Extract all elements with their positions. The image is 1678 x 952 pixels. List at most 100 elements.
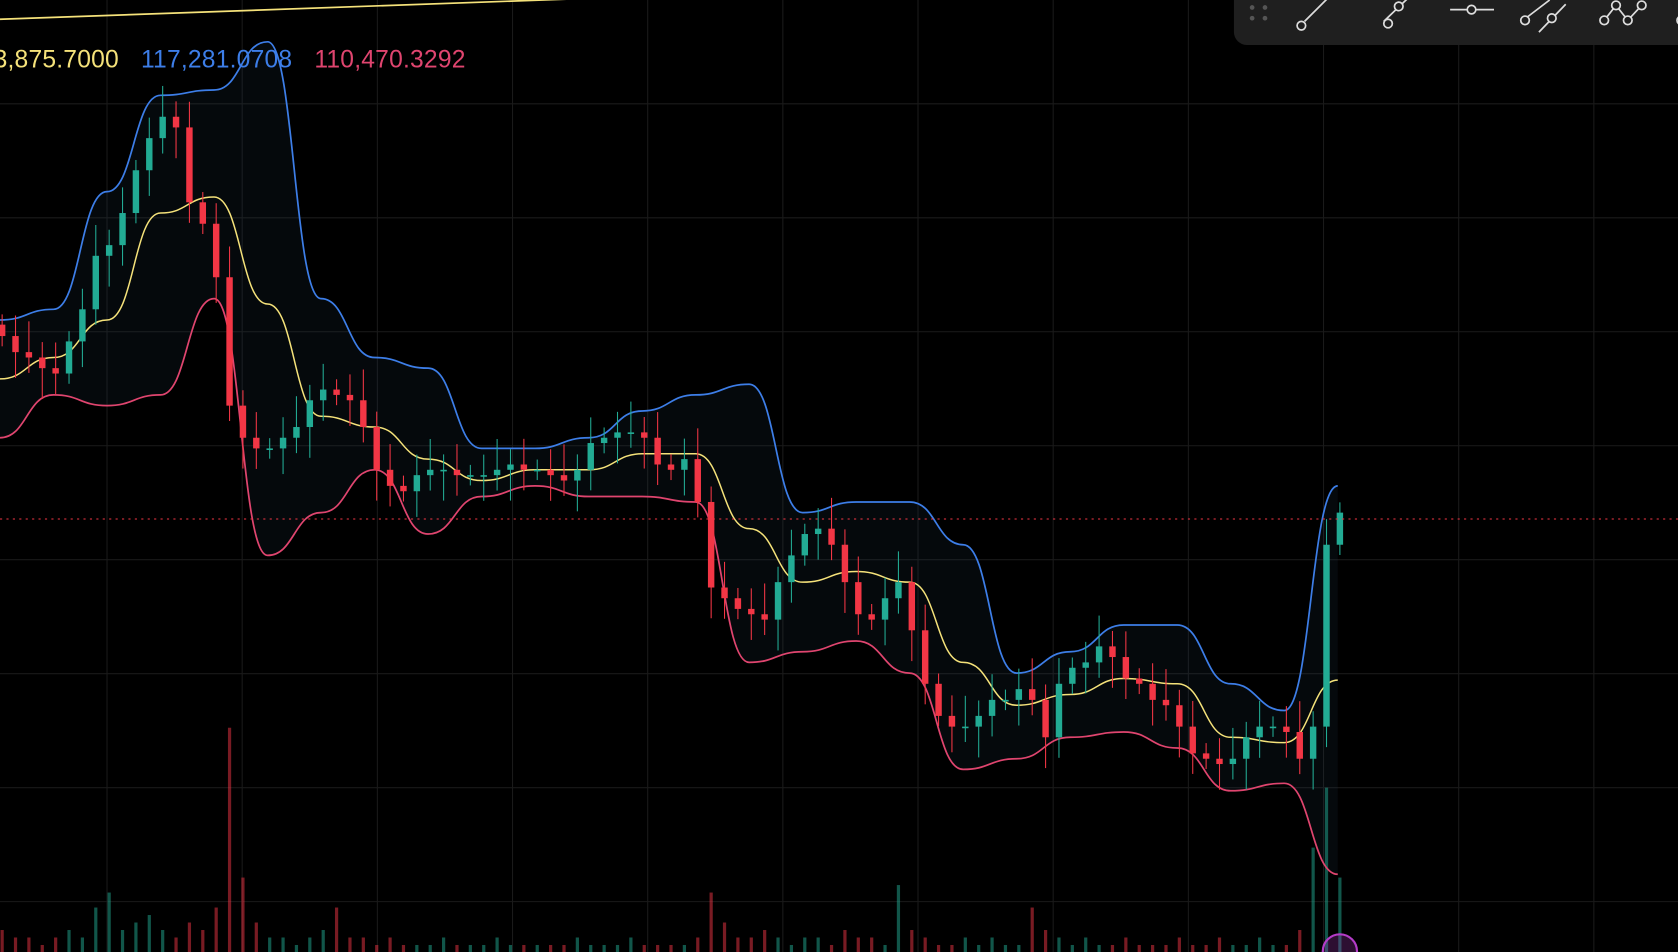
- candle-body: [721, 587, 728, 599]
- candle-body: [1162, 699, 1170, 706]
- volume-bar: [816, 937, 820, 952]
- middle-band-line: [0, 196, 1338, 744]
- volume-bar: [375, 944, 379, 952]
- volume-bar: [1311, 847, 1315, 952]
- candle-body: [480, 475, 487, 477]
- volume-bar: [763, 930, 767, 952]
- volume-bar: [495, 937, 499, 952]
- horizontal-ray-icon[interactable]: [1450, 4, 1494, 15]
- volume-bar: [843, 930, 847, 952]
- drag-handle-icon[interactable]: [1249, 5, 1268, 21]
- volume-bar: [990, 937, 994, 952]
- volume-bar: [334, 907, 339, 952]
- candle-body: [868, 614, 875, 620]
- volume-bar: [227, 727, 232, 952]
- lower-band-line: [0, 297, 1338, 876]
- volume-bar: [1030, 907, 1034, 952]
- volume-bar: [950, 944, 954, 952]
- candle-body: [748, 608, 755, 615]
- volume-bar: [656, 944, 660, 952]
- band-fill: [0, 41, 1338, 875]
- trend-line-icon[interactable]: [1296, 0, 1330, 31]
- volume-bar: [696, 937, 700, 952]
- volume-bar: [923, 937, 927, 952]
- volume-bar: [1244, 944, 1248, 952]
- drawing-toolbar: [1233, 0, 1678, 45]
- legend-middle-value: 3,875.7000: [0, 44, 119, 73]
- candle-body: [828, 528, 835, 545]
- volume-bar: [977, 944, 981, 952]
- volume-bar: [910, 930, 914, 952]
- volume-bar: [1164, 944, 1168, 952]
- candle-body: [707, 501, 715, 588]
- volume-bar: [1231, 944, 1235, 952]
- volume-bar: [870, 937, 874, 952]
- candle-body: [587, 443, 594, 470]
- candle-body: [226, 277, 233, 406]
- candle-body: [1269, 726, 1277, 729]
- candle-body: [52, 368, 59, 374]
- candle-body: [493, 469, 501, 476]
- volume-bar: [134, 922, 138, 952]
- volume-bar: [1298, 930, 1302, 952]
- volume-bar: [508, 944, 513, 952]
- candle-body: [614, 432, 621, 438]
- volume-bar: [856, 937, 860, 952]
- volume-bar: [1137, 944, 1141, 952]
- legend-upper-value: 117,281.0708: [140, 44, 293, 73]
- bollinger-fill: [0, 41, 1338, 875]
- volume-bar: [361, 937, 365, 952]
- polyline-icon[interactable]: [1599, 0, 1647, 26]
- candle-body: [427, 469, 434, 476]
- candle-body: [627, 432, 635, 434]
- candle-body: [1082, 662, 1089, 668]
- candle-body: [279, 437, 287, 449]
- candle-body: [520, 464, 528, 470]
- candle-body: [199, 202, 207, 224]
- candle-body: [734, 598, 742, 609]
- volume-bar: [0, 930, 4, 952]
- candle-body: [788, 555, 795, 583]
- volume-bar: [94, 907, 98, 952]
- volume-bar: [428, 944, 432, 952]
- candle-body: [1243, 737, 1250, 759]
- volume-bar: [522, 944, 526, 952]
- volume-bar: [749, 937, 753, 952]
- candle-body: [146, 138, 153, 171]
- volume-bar: [1097, 944, 1101, 952]
- candle-body: [1042, 699, 1049, 738]
- upper-band-line: [0, 40, 1339, 712]
- candle-body: [319, 389, 327, 401]
- candle-body: [266, 448, 273, 451]
- candle-body: [547, 469, 554, 476]
- ray-icon[interactable]: [1382, 0, 1411, 29]
- candle-body: [761, 614, 768, 620]
- volume-bar: [1284, 944, 1288, 952]
- volume-bar: [682, 944, 686, 952]
- candle-body: [1296, 731, 1303, 759]
- volume-bar: [348, 937, 352, 952]
- volume-bar: [107, 892, 111, 952]
- parallel-channel-icon[interactable]: [1519, 0, 1567, 33]
- candle-body: [921, 630, 929, 684]
- volume-bar: [562, 944, 566, 952]
- volume-bar: [1151, 944, 1155, 952]
- volume-bar: [963, 937, 967, 952]
- candle-body: [159, 116, 166, 139]
- candle-body: [0, 324, 6, 337]
- candle-body: [1202, 753, 1210, 759]
- candle-body: [600, 437, 608, 444]
- candle-body: [1055, 683, 1063, 738]
- candle-body: [1122, 657, 1130, 679]
- volume-bar: [13, 937, 18, 952]
- candle-body: [841, 544, 849, 583]
- volume-bar: [789, 944, 794, 952]
- candle-body: [386, 469, 394, 486]
- volume-bar: [1057, 937, 1061, 952]
- volume-bar: [896, 885, 901, 952]
- candle-body: [681, 459, 688, 470]
- candle-body: [1149, 683, 1156, 700]
